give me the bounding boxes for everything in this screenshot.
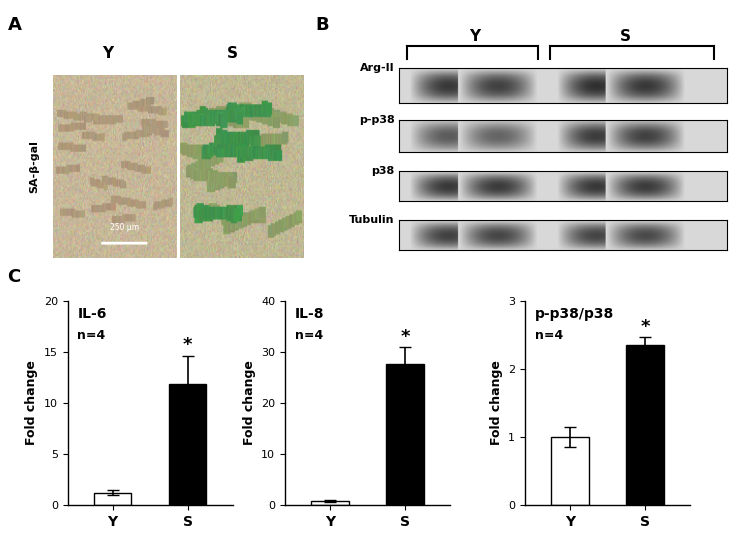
Bar xyxy=(94,492,131,505)
Text: Y: Y xyxy=(469,29,480,44)
Bar xyxy=(386,365,424,505)
Y-axis label: Fold change: Fold change xyxy=(490,360,502,445)
Text: A: A xyxy=(8,16,21,34)
Text: B: B xyxy=(315,16,328,34)
Y-axis label: Fold change: Fold change xyxy=(242,360,256,445)
Bar xyxy=(311,501,349,505)
Text: C: C xyxy=(8,268,21,287)
Text: p-p38: p-p38 xyxy=(359,115,394,125)
Text: SA-β-gal: SA-β-gal xyxy=(28,140,39,193)
Text: n=4: n=4 xyxy=(535,329,563,342)
Text: S: S xyxy=(227,46,238,61)
Text: n=4: n=4 xyxy=(295,329,323,342)
Text: *: * xyxy=(640,318,650,336)
Y-axis label: Fold change: Fold change xyxy=(25,360,38,445)
Text: *: * xyxy=(400,328,410,346)
Text: IL-6: IL-6 xyxy=(77,307,106,321)
Text: Y: Y xyxy=(102,46,113,61)
Bar xyxy=(551,437,589,505)
Text: p-p38/p38: p-p38/p38 xyxy=(535,307,614,321)
Text: p38: p38 xyxy=(371,166,394,176)
Text: Tubulin: Tubulin xyxy=(350,215,394,226)
Bar xyxy=(626,345,664,505)
Text: n=4: n=4 xyxy=(77,329,106,342)
Text: S: S xyxy=(620,29,632,44)
Text: *: * xyxy=(183,336,192,354)
Text: 250 μm: 250 μm xyxy=(110,223,139,232)
Text: IL-8: IL-8 xyxy=(295,307,325,321)
Text: Arg-II: Arg-II xyxy=(360,63,394,74)
Bar xyxy=(169,384,206,505)
